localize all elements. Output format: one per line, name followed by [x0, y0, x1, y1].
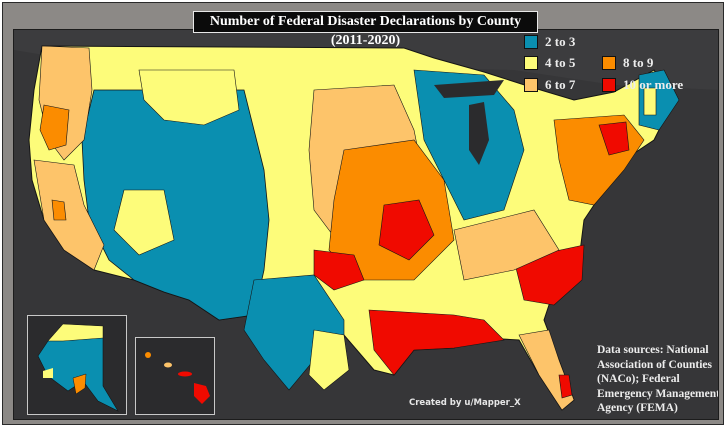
map-canvas: 2 to 3 4 to 5 6 to 7 8 to 9 10 or more D…	[13, 29, 719, 420]
us-county-choropleth	[14, 30, 718, 411]
alaska-map	[37, 323, 119, 412]
region-gulf-red	[368, 309, 505, 376]
map-frame: 2 to 3 4 to 5 6 to 7 8 to 9 10 or more D…	[2, 2, 724, 425]
hawaii-inset	[135, 337, 215, 415]
legend-item-6-to-7: 6 to 7	[524, 77, 575, 93]
region-california	[33, 159, 105, 271]
legend-item-4-to-5: 4 to 5	[524, 55, 575, 71]
legend-swatch	[524, 35, 538, 49]
region-florida	[518, 329, 575, 411]
legend-item-2-to-3: 2 to 3	[524, 34, 575, 50]
map-legend: 2 to 3 4 to 5 6 to 7 8 to 9 10 or more	[524, 34, 714, 96]
legend-label: 6 to 7	[545, 77, 576, 92]
lake-michigan	[469, 102, 489, 165]
legend-label: 8 to 9	[623, 55, 654, 70]
legend-label: 2 to 3	[545, 34, 576, 49]
legend-swatch	[524, 56, 538, 70]
data-sources-note: Data sources: National Association of Co…	[597, 344, 719, 414]
region-northeast	[553, 114, 645, 206]
region-nevada-yellow	[113, 189, 175, 256]
region-california-orange	[51, 199, 67, 221]
region-mountain-west	[81, 89, 270, 321]
legend-swatch	[602, 78, 616, 92]
region-ok-red	[313, 249, 365, 291]
region-appalachia	[453, 209, 560, 281]
hawaii-map	[145, 352, 210, 404]
legend-swatch	[602, 56, 616, 70]
legend-label: 4 to 5	[545, 55, 576, 70]
map-title: Number of Federal Disaster Declarations …	[193, 11, 538, 48]
region-missouri-red	[378, 199, 435, 261]
legend-label: 10 or more	[623, 77, 684, 92]
region-maine-yellow	[643, 87, 657, 116]
region-oregon-orange	[39, 104, 70, 151]
lake-superior	[434, 80, 504, 98]
region-florida-red	[558, 374, 573, 399]
credit-text: Created by u/Mapper_X	[409, 398, 521, 408]
region-ny-red	[598, 121, 630, 156]
legend-swatch	[524, 78, 538, 92]
region-texas-yellow	[308, 329, 350, 391]
alaska-inset	[27, 315, 127, 415]
legend-item-8-to-9: 8 to 9	[602, 55, 653, 71]
legend-item-10-or-more: 10 or more	[602, 77, 683, 93]
region-montana-yellow	[138, 69, 240, 126]
